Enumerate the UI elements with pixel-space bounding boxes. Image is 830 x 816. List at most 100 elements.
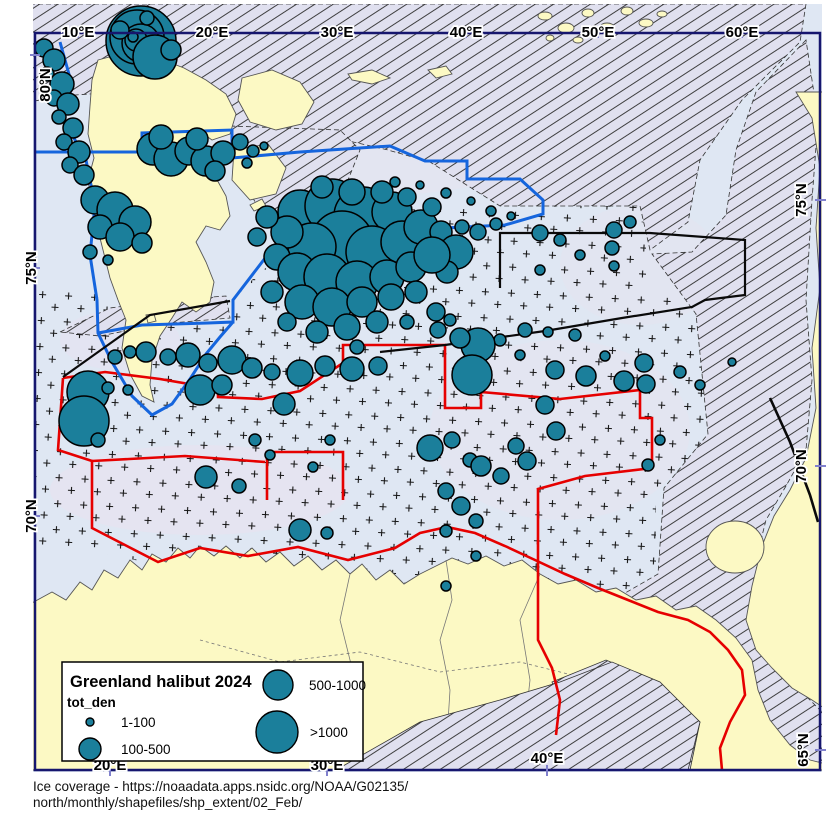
graticule-label: 30°E [321,24,354,41]
density-bubble [727,357,737,367]
density-bubble [82,244,98,260]
density-bubble [493,333,507,347]
density-bubble [246,144,260,158]
density-bubble [454,219,470,235]
density-bubble [443,313,457,327]
density-bubble [469,223,487,241]
density-bubble [636,374,656,394]
density-bubble [56,92,80,116]
density-bubble [324,434,336,446]
graticule-label: 75°N [793,183,810,217]
density-bubble [492,467,510,485]
legend-symbol-huge [255,710,299,754]
graticule-label: 40°E [531,750,564,767]
density-bubble [517,322,533,338]
density-bubble [346,286,378,318]
density-bubble [531,224,549,242]
density-bubble [102,254,114,266]
legend-title: Greenland halibut 2024 [70,673,252,691]
density-bubble [451,496,471,516]
density-bubble [39,66,55,82]
density-bubble [107,349,123,365]
density-bubble [634,353,654,373]
density-bubble [320,526,334,540]
black-boundary-kara [768,397,820,523]
density-bubble [641,458,655,472]
density-bubble [439,524,453,538]
density-bubble [333,313,361,341]
density-bubble [489,217,503,231]
density-bubble [413,236,451,274]
density-bubble [339,356,365,382]
geo-layers [29,3,830,772]
density-bubble [338,178,366,206]
graticule-ticks [30,28,826,776]
density-bubble [101,381,115,395]
density-bubble [534,264,546,276]
density-bubble [535,395,555,415]
density-bubble [259,141,269,151]
land-novaya-zemlya [745,91,830,713]
legend-symbol-medium [78,737,102,761]
density-bubble [185,127,209,151]
density-bubble [416,434,444,462]
density-bubble [255,205,279,229]
density-bubble [553,233,567,247]
density-bubble [604,240,620,256]
density-bubble [51,109,67,125]
density-bubble [673,365,687,379]
density-bubble [429,321,447,339]
density-bubble [160,39,182,61]
density-bubble [422,197,442,217]
graticule-label: 80°N [37,68,54,102]
density-bubble [574,249,586,261]
legend-box [61,661,364,762]
density-bubble [55,133,73,151]
density-bubble [608,260,620,272]
density-bubble [575,365,597,387]
legend-symbol-small [85,717,95,727]
ice-coverage-hatch [29,3,830,771]
legend-symbol-large [262,669,294,701]
density-bubble [368,356,388,376]
density-bubble [389,176,401,188]
density-bubble [365,310,389,334]
density-bubble [426,302,446,322]
density-bubble [148,124,174,150]
density-bubble [310,175,334,199]
density-bubble [440,580,452,592]
density-bubble [506,211,516,221]
graticule-label: 50°E [582,24,615,41]
density-bubble [599,350,611,362]
density-bubble [135,341,157,363]
density-bubble [517,451,537,471]
density-bubble [247,227,267,247]
land-kong-karls [347,69,392,85]
density-bubble [110,20,130,40]
legend-field: tot_den [67,695,116,710]
density-bubble [123,345,137,359]
legend-label-small: 1-100 [121,715,156,730]
density-bubble [194,465,218,489]
density-bubble [272,392,296,416]
density-bubble [397,187,417,207]
graticule-label: 40°E [450,24,483,41]
density-bubble [514,349,526,361]
graticule-label: 75°N [23,251,40,285]
density-bubble [694,379,706,391]
ice-coverage-caption-line1: Ice coverage - https://noaadata.apps.nsi… [33,779,408,794]
density-bubble [437,482,455,500]
black-boundary-west [62,299,231,378]
density-bubble [286,359,314,387]
coastal-red-line [56,377,747,771]
density-bubble [314,355,336,377]
density-bubble [399,314,415,330]
density-bubble [605,221,623,239]
legend: Greenland halibut 2024 tot_den 1-100 100… [61,661,366,762]
density-bubble [264,449,276,461]
density-bubble [349,339,365,355]
density-bubble [451,354,493,396]
black-boundary-east-box [379,231,747,354]
